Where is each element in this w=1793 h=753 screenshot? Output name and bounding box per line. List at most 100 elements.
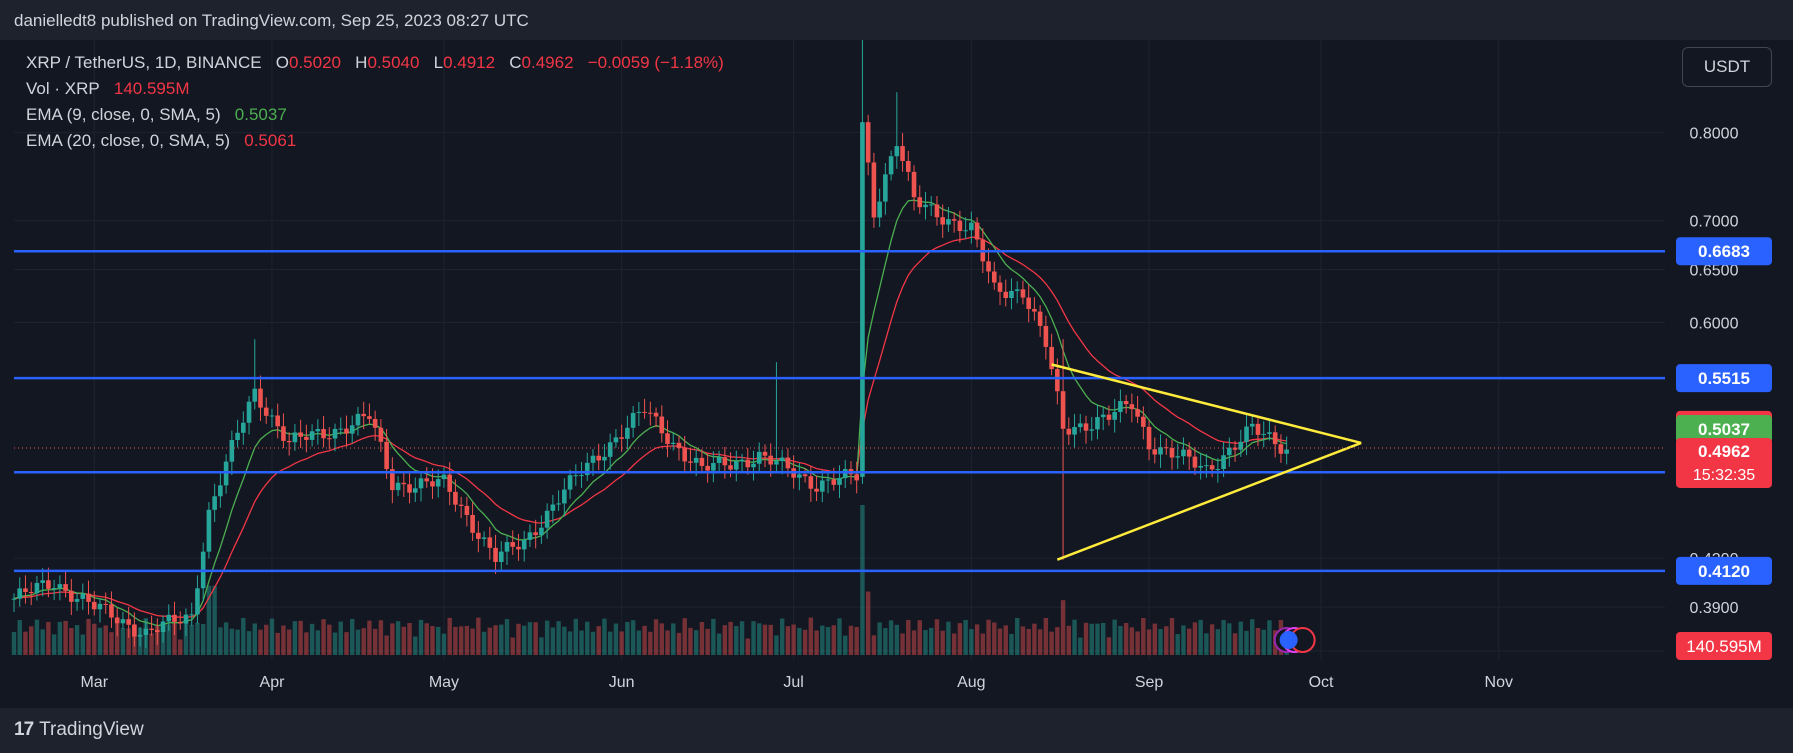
volume-bar: [327, 624, 332, 655]
volume-bar: [114, 617, 120, 655]
time-axis-label: Mar: [80, 674, 108, 691]
candle-body: [246, 401, 252, 423]
candle-body: [69, 590, 74, 602]
volume-bar: [281, 625, 286, 655]
chart-pane[interactable]: 0.80000.70000.65000.60000.42000.39000.36…: [0, 40, 1793, 708]
volume-bar: [487, 627, 493, 655]
volume-bar: [585, 621, 590, 655]
candle-body: [441, 474, 447, 480]
tradingview-logo[interactable]: 17 TradingView: [14, 719, 144, 741]
candle-body: [1255, 423, 1261, 435]
candle-body: [349, 425, 355, 434]
candle-body: [361, 413, 366, 417]
candle-body: [252, 388, 258, 402]
volume-bar: [11, 631, 17, 655]
candle-body: [34, 582, 40, 594]
volume-bar: [757, 623, 762, 655]
candle-body: [820, 480, 825, 492]
candle-body: [797, 474, 802, 478]
volume-bar: [1255, 628, 1261, 655]
time-axis-label: Nov: [1485, 674, 1513, 691]
candle-body: [23, 588, 28, 592]
volume-bar: [527, 622, 533, 655]
volume-label[interactable]: Vol · XRP: [26, 79, 100, 98]
candle-body: [1232, 447, 1238, 450]
volume-bar: [1015, 618, 1020, 655]
volume-bar: [200, 623, 206, 655]
candle-body: [46, 580, 51, 589]
candle-body: [911, 171, 917, 198]
volume-bar: [1158, 629, 1163, 655]
candle-body: [590, 455, 596, 463]
candle-body: [722, 457, 728, 466]
volume-bar: [676, 632, 682, 655]
candle-body: [103, 603, 109, 605]
ema9-label[interactable]: EMA (9, close, 0, SMA, 5): [26, 105, 221, 124]
volume-bar: [808, 617, 814, 655]
currency-button[interactable]: USDT: [1682, 47, 1772, 87]
volume-bar: [350, 618, 355, 655]
volume-bar: [579, 630, 584, 655]
candle-body: [1186, 449, 1192, 457]
ema9-price-tag: 0.5037: [1698, 420, 1750, 439]
candle-body: [1066, 428, 1072, 435]
candle-body: [149, 628, 154, 630]
candle-body: [556, 503, 561, 505]
legend-high: 0.5040: [367, 53, 420, 72]
us-flag-icon: [1279, 631, 1298, 649]
candle-body: [1272, 432, 1278, 445]
volume-value: 140.595M: [113, 79, 190, 98]
candle-body: [705, 465, 710, 471]
candle-body: [986, 261, 991, 272]
candle-body: [837, 478, 842, 485]
volume-bar: [430, 626, 435, 655]
ema20-label[interactable]: EMA (20, close, 0, SMA, 5): [26, 131, 231, 150]
volume-bar: [241, 618, 246, 655]
candle-body: [1049, 346, 1054, 370]
volume-bar: [28, 626, 34, 655]
volume-bar: [1204, 633, 1209, 655]
price-axis-label: 0.8000: [1690, 125, 1739, 142]
candle-body: [1209, 465, 1215, 470]
volume-bar: [843, 635, 848, 655]
candle-body: [665, 433, 670, 444]
candle-body: [739, 459, 745, 462]
candle-body: [424, 478, 430, 482]
volume-bar: [1009, 634, 1014, 655]
volume-bar: [1049, 631, 1054, 655]
tradingview-brand: TradingView: [39, 719, 144, 740]
volume-bar: [1215, 629, 1221, 655]
volume-bar: [1244, 630, 1249, 655]
candle-body: [63, 584, 68, 591]
volume-bar: [1181, 625, 1186, 655]
legend-symbol[interactable]: XRP / TetherUS, 1D, BINANCE: [26, 53, 262, 72]
candle-body: [550, 504, 556, 511]
volume-bar: [384, 635, 389, 655]
candle-body: [613, 437, 619, 443]
triangle-lower-line: [1056, 441, 1362, 561]
volume-bar: [751, 621, 756, 655]
candle-body: [1100, 414, 1106, 418]
candle-body: [275, 415, 281, 427]
candle-body: [751, 463, 756, 468]
volume-bar: [304, 632, 309, 655]
candle-body: [458, 504, 464, 506]
volume-bar: [1043, 618, 1049, 655]
candle-body: [814, 488, 819, 492]
candle-body: [1129, 404, 1135, 410]
price-chart[interactable]: 0.80000.70000.65000.60000.42000.39000.36…: [0, 40, 1793, 708]
volume-bar: [481, 631, 487, 655]
volume-bar: [923, 629, 928, 655]
volume-bar: [671, 623, 676, 655]
volume-tag: 140.595M: [1686, 637, 1762, 656]
volume-bar: [711, 618, 716, 655]
candle-body: [470, 514, 475, 533]
candle-body: [435, 479, 441, 487]
volume-bar: [716, 633, 722, 655]
candle-body: [842, 469, 848, 479]
candle-body: [338, 428, 344, 430]
candle-body: [1083, 423, 1089, 431]
candle-body: [241, 422, 246, 433]
volume-bar: [848, 625, 854, 655]
volume-bar: [613, 623, 619, 655]
